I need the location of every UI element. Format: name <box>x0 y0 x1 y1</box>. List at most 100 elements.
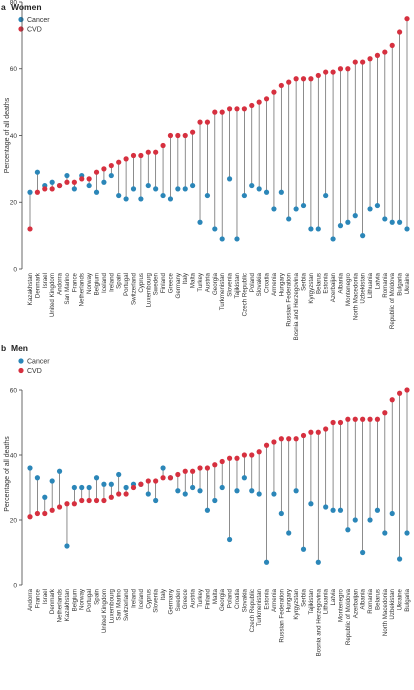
cancer-point <box>219 484 225 491</box>
x-tick-label: Bosnia and Herzegovina <box>293 272 300 340</box>
cancer-point <box>374 202 381 209</box>
cvd-point <box>219 458 225 465</box>
x-tick-label: Kyrgyzstan <box>293 588 300 619</box>
x-tick-label: Croatia <box>234 588 241 609</box>
cvd-point <box>108 494 114 500</box>
cvd-point <box>79 176 85 182</box>
cancer-point <box>374 507 381 513</box>
x-tick-label: Slovenia <box>153 588 160 612</box>
x-tick-label: Austria <box>190 588 197 608</box>
x-tick-label: Portugal <box>123 273 130 296</box>
x-tick-label: Bosnia and Herzegovina <box>315 588 322 656</box>
cancer-point <box>145 182 151 189</box>
cvd-point <box>374 52 381 59</box>
cvd-point <box>49 507 55 513</box>
cancer-point <box>27 189 33 195</box>
cancer-point <box>337 223 344 229</box>
cancer-point <box>241 192 247 199</box>
cancer-point <box>49 179 55 185</box>
y-tick-label: 60 <box>10 66 18 73</box>
cancer-point <box>249 182 255 189</box>
cancer-point <box>153 497 159 504</box>
x-tick-label: United Kingdom <box>101 589 108 633</box>
x-tick-label: Uzbekistan <box>389 588 396 619</box>
panel-women: a Women Cancer CVD Percentage of all dea… <box>1 0 411 340</box>
cancer-point <box>212 226 218 232</box>
cvd-point <box>404 16 410 22</box>
cvd-point <box>56 182 63 189</box>
panel-a-cancer-series <box>27 169 410 242</box>
x-tick-label: North Macedonia <box>352 272 359 320</box>
panel-b-cancer-series <box>27 465 410 565</box>
x-tick-label: Turkmenistan <box>256 588 263 626</box>
cvd-point <box>256 99 262 105</box>
cvd-point <box>153 478 159 484</box>
panel-a-cvd-series <box>27 16 410 232</box>
x-tick-label: Slovakia <box>241 588 248 612</box>
cancer-point <box>175 488 181 494</box>
panel-a-letter: a <box>1 2 6 12</box>
cancer-point <box>330 507 336 513</box>
cancer-point <box>197 488 203 494</box>
x-tick-label: Armenia <box>271 588 278 612</box>
x-tick-label: Netherlands <box>79 273 86 306</box>
cvd-point <box>204 119 211 125</box>
cvd-point <box>360 59 366 65</box>
legend-b-cvd-label: CVD <box>27 368 42 375</box>
cancer-point <box>382 216 388 222</box>
x-tick-label: Estonia <box>323 272 330 293</box>
cvd-point <box>226 455 233 461</box>
panel-b-stems <box>29 390 408 563</box>
x-tick-label: Switzerland <box>123 588 130 621</box>
x-tick-label: Romania <box>367 588 374 613</box>
x-tick-label: Montenegro <box>345 272 352 306</box>
cancer-point <box>226 176 233 182</box>
cancer-point <box>256 186 262 192</box>
cancer-point <box>145 491 151 497</box>
x-tick-label: Norway <box>79 588 86 610</box>
y-tick-label: 60 <box>10 387 18 394</box>
cvd-point <box>71 501 77 507</box>
cvd-point <box>190 129 196 135</box>
cvd-point <box>197 465 203 471</box>
x-tick-label: Turkmenistan <box>219 272 226 310</box>
panel-b-axes: 0 20 40 60 <box>10 387 23 589</box>
cvd-point <box>153 149 159 155</box>
x-tick-label: Italy <box>182 272 189 284</box>
x-tick-label: Cyprus <box>145 589 152 609</box>
x-tick-label: Latvia <box>374 272 381 289</box>
x-tick-label: Romania <box>382 272 389 297</box>
y-tick-label: 80 <box>10 0 18 6</box>
cancer-point <box>204 192 211 199</box>
cvd-point <box>108 162 114 169</box>
x-tick-label: Azerbaijan <box>352 588 359 618</box>
cvd-point <box>160 142 166 149</box>
cancer-point <box>153 186 159 192</box>
cvd-point <box>249 102 255 109</box>
cvd-point <box>271 439 277 445</box>
cancer-point <box>123 484 129 491</box>
cancer-point <box>160 465 166 471</box>
cvd-point <box>212 462 218 468</box>
cancer-point <box>108 481 114 487</box>
x-tick-label: Bulgaria <box>397 272 404 295</box>
panel-a-stems <box>29 18 408 239</box>
legend-b-cvd-marker <box>18 367 24 374</box>
cancer-point <box>315 559 321 565</box>
cancer-point <box>367 206 373 212</box>
x-tick-label: Hungary <box>278 272 285 296</box>
x-tick-label: Czech Republic <box>249 589 256 632</box>
cancer-point <box>360 549 366 556</box>
cvd-point <box>182 132 188 139</box>
cvd-point <box>42 186 48 192</box>
cvd-point <box>27 514 33 520</box>
cancer-point <box>286 530 292 536</box>
x-tick-label: Malta <box>212 588 219 604</box>
panel-a-ylabel: Percentage of all deaths <box>4 97 11 173</box>
x-tick-label: Republic of Moldova <box>389 272 396 329</box>
cvd-point <box>367 56 373 62</box>
cvd-point <box>204 465 211 471</box>
cvd-point <box>86 176 92 182</box>
x-tick-label: Russian Federation <box>286 272 293 326</box>
x-tick-label: Ukraine <box>404 272 411 294</box>
